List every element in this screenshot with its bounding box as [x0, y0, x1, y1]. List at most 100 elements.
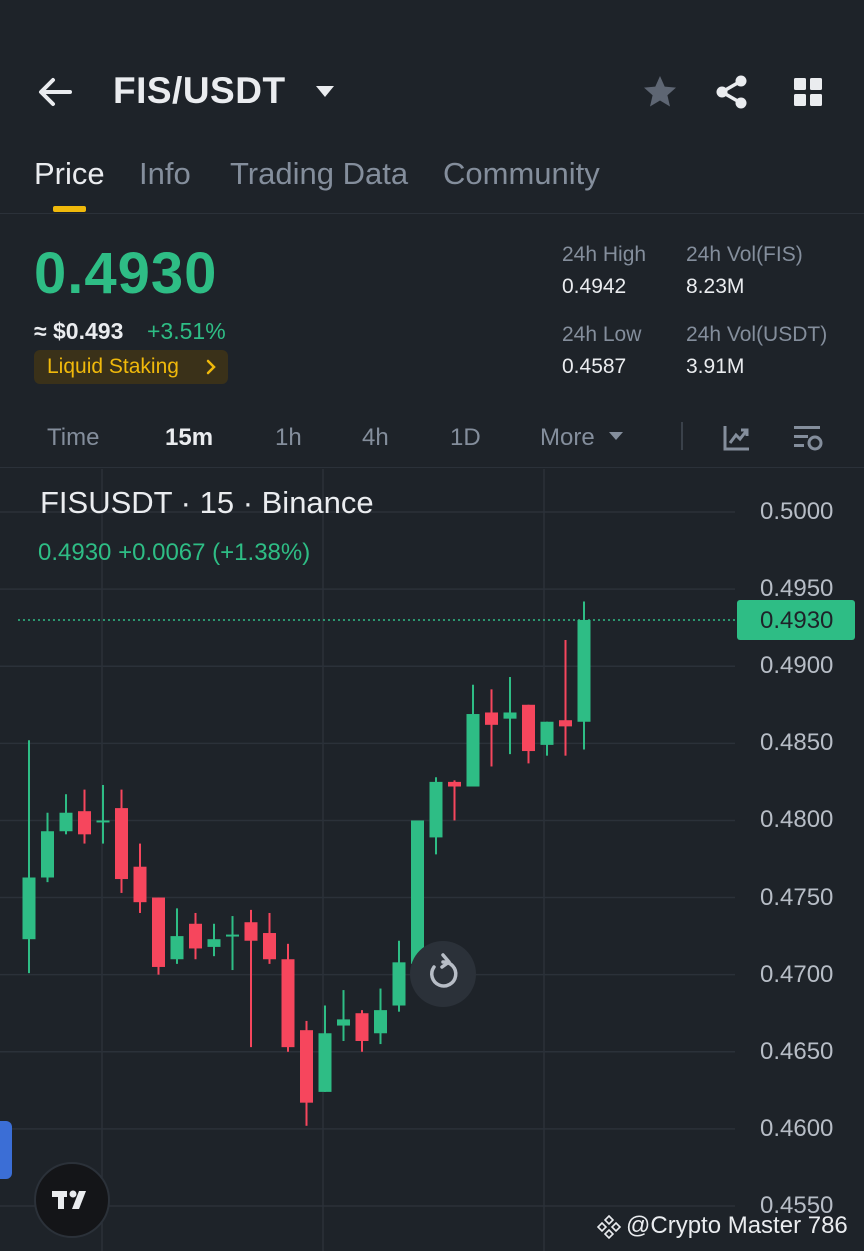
candle [318, 1005, 332, 1092]
candle-body [466, 714, 480, 787]
last-price-tag: 0.4930 [737, 599, 855, 640]
tradingview-logo[interactable] [34, 1162, 110, 1238]
candle [522, 704, 535, 764]
tab-community[interactable]: Community [443, 156, 600, 191]
candle-body [448, 781, 461, 787]
candle [41, 812, 54, 883]
interval-1d[interactable]: 1D [450, 424, 481, 451]
chart-settings-icon[interactable] [792, 420, 824, 454]
chart-summary: 0.4930 +0.0067 (+1.38%) [38, 539, 311, 566]
candle [374, 988, 387, 1045]
y-axis-label: 0.4750 [760, 883, 834, 911]
star-icon[interactable] [640, 72, 680, 112]
reset-chart-button[interactable] [410, 941, 476, 1007]
candle-body [559, 720, 572, 727]
tab-trading-data[interactable]: Trading Data [230, 156, 409, 191]
candle-body [22, 877, 36, 940]
stat-high-value: 0.4942 [562, 275, 627, 298]
chart-title: FISUSDT · 15 · Binance [40, 485, 374, 520]
share-icon[interactable] [712, 72, 752, 112]
candle [133, 843, 147, 913]
candle-body [59, 812, 73, 832]
candle [59, 794, 73, 835]
candle [170, 908, 184, 964]
chevron-right-icon [206, 359, 216, 375]
last-price-tag-text: 0.4930 [760, 606, 834, 634]
caret-down-icon[interactable] [314, 82, 336, 100]
candle-body [41, 831, 54, 878]
candle-body [374, 1010, 387, 1034]
candle-body [207, 939, 221, 947]
y-axis-label: 0.4850 [760, 729, 834, 757]
pair-title[interactable]: FIS/USDT [113, 70, 286, 111]
chart-canvas [0, 469, 740, 1251]
candle [337, 990, 350, 1041]
tag-label: Liquid Staking [47, 355, 179, 378]
candle-body [429, 781, 443, 838]
price-change-percent: +3.51% [147, 318, 226, 344]
tab-bar: Price Info Trading Data Community [0, 148, 864, 214]
stat-high-label: 24h High [562, 243, 647, 266]
candle [392, 940, 406, 1012]
candle [152, 897, 165, 975]
binance-logo-icon [596, 1214, 622, 1240]
interval-separator [681, 422, 683, 450]
candle-body [78, 811, 91, 835]
candle [22, 740, 36, 974]
stat-vol-base-value: 8.23M [686, 275, 745, 298]
candle-body [281, 959, 295, 1048]
caret-down-icon [609, 432, 623, 440]
candle-body [577, 619, 591, 722]
candle-body [318, 1033, 332, 1092]
candle [281, 943, 295, 1052]
side-panel-handle[interactable] [0, 1121, 12, 1179]
candlestick-chart[interactable]: FISUSDT · 15 · Binance 0.4930 +0.0067 (+… [0, 469, 864, 1251]
interval-more[interactable]: More [540, 424, 595, 451]
indicator-icon[interactable] [721, 420, 753, 454]
last-price: 0.4930 [34, 241, 218, 306]
candle-body [355, 1013, 369, 1041]
stat-vol-quote-value: 3.91M [686, 355, 745, 378]
candle [263, 912, 276, 964]
candle-body [189, 923, 202, 949]
stat-vol-base-label: 24h Vol(FIS) [686, 243, 803, 266]
tab-price[interactable]: Price [34, 156, 105, 191]
interval-15m[interactable]: 15m [165, 424, 214, 451]
candle-body [337, 1019, 350, 1026]
candle [226, 916, 239, 971]
candle [559, 640, 572, 756]
candle-body [96, 820, 110, 823]
interval-time[interactable]: Time [47, 424, 100, 451]
interval-4h[interactable]: 4h [362, 424, 389, 451]
candle-body [540, 721, 554, 745]
liquid-staking-tag[interactable]: Liquid Staking [34, 350, 228, 384]
candle-body [263, 933, 276, 960]
candle-body [485, 712, 498, 725]
candle-body [170, 936, 184, 960]
candle [448, 780, 461, 821]
usd-price: ≈ $0.493 [34, 318, 124, 344]
candle-body [133, 866, 147, 903]
tradingview-icon [52, 1190, 86, 1209]
grid-icon[interactable] [788, 72, 828, 112]
candle-body [522, 704, 535, 752]
interval-1h[interactable]: 1h [275, 424, 302, 451]
candle [485, 689, 498, 767]
candle [189, 912, 202, 960]
back-arrow-icon[interactable] [34, 70, 78, 114]
y-axis-label: 0.4900 [760, 652, 834, 680]
y-axis-label: 0.4650 [760, 1037, 834, 1065]
stat-low-label: 24h Low [562, 323, 642, 346]
stat-low-value: 0.4587 [562, 355, 627, 378]
candle-body [411, 820, 424, 964]
stat-vol-quote-label: 24h Vol(USDT) [686, 323, 828, 346]
candle [540, 721, 554, 756]
candle-body [226, 934, 239, 937]
candle-body [115, 808, 128, 880]
top-bar: FIS/USDT [0, 56, 864, 128]
candle-body [152, 897, 165, 967]
tab-info[interactable]: Info [139, 156, 191, 191]
candle-body [244, 922, 258, 941]
candle [503, 677, 517, 755]
candle [355, 1010, 369, 1052]
